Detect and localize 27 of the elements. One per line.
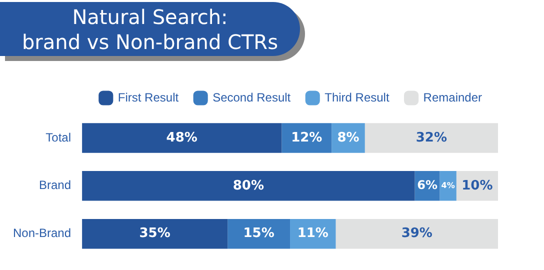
bar [282,123,332,153]
legend-label: Third Result [324,90,390,104]
legend-label: First Result [118,90,180,104]
data-label: 10% [462,178,493,194]
data-label: 4% [441,180,455,190]
data-label: 35% [139,226,170,242]
bar [364,123,498,153]
data-label: 48% [166,130,198,146]
data-label: 32% [416,130,448,146]
data-label: 11% [297,226,328,242]
data-label: 6% [417,178,438,192]
data-label: 8% [337,130,360,146]
bar [228,218,290,249]
bar [336,218,498,249]
bar [82,123,282,153]
data-label: 15% [243,226,274,242]
y-tick-label: Brand [39,178,72,192]
data-label: 39% [401,226,432,242]
data-label: 12% [291,130,322,146]
bar [82,218,228,249]
data-label: 80% [232,178,264,194]
legend-label: Second Result [212,90,292,104]
y-tick-label: Total [46,130,72,144]
bar [82,171,415,201]
y-tick-label: Non-Brand [13,226,72,240]
chart-title: Natural Search: brand vs Non-brand CTRs [0,2,300,56]
legend-label: Remainder [423,90,482,104]
